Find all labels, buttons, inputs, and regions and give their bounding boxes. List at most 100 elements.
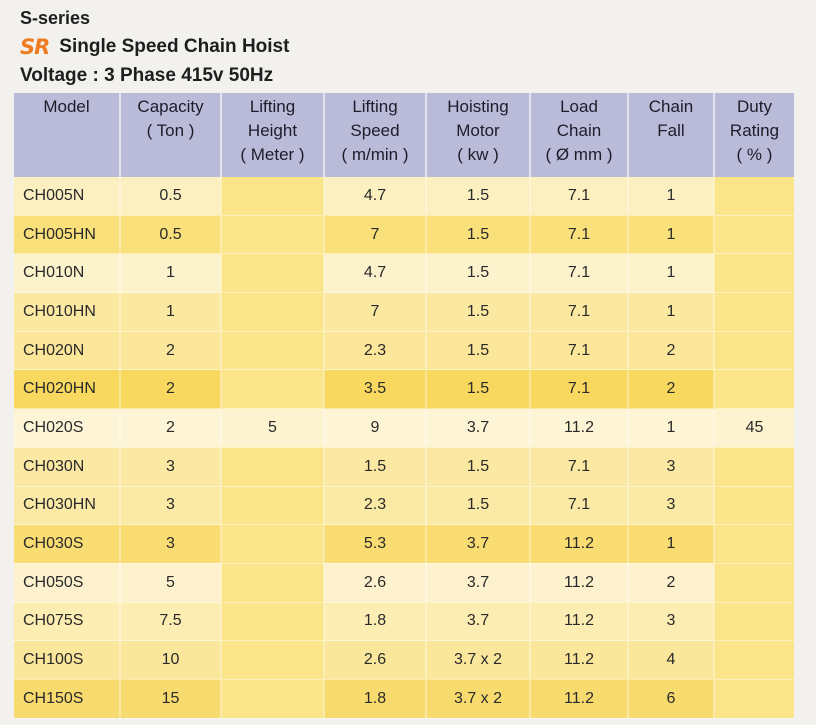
cell-duty-rating <box>714 602 794 642</box>
cell-model: CH010HN <box>14 292 121 332</box>
cell-model: CH030HN <box>14 486 121 526</box>
table-row: CH010N 1 4.7 1.5 7.1 1 <box>14 253 794 294</box>
cell-model: CH020S <box>14 408 121 448</box>
cell-lifting-height: 5 <box>221 408 325 448</box>
cell-hoisting-motor: 1.5 <box>426 369 531 410</box>
table-row: CH020S 2 5 9 3.7 11.2 1 45 <box>14 408 794 448</box>
cell-chain-fall: 1 <box>628 524 715 564</box>
cell-lifting-speed: 1.8 <box>324 602 427 642</box>
cell-lifting-height <box>221 292 325 332</box>
cell-load-chain: 11.2 <box>530 408 629 448</box>
cell-lifting-speed: 2.6 <box>324 563 427 603</box>
cell-duty-rating <box>714 563 794 603</box>
cell-chain-fall: 4 <box>628 640 715 680</box>
cell-hoisting-motor: 1.5 <box>426 253 531 294</box>
cell-duty-rating <box>714 524 794 564</box>
cell-model: CH075S <box>14 602 121 642</box>
col-header-chain-fall: Chain Fall <box>628 93 715 177</box>
table-body: CH005N 0.5 4.7 1.5 7.1 1 CH005HN 0.5 7 1.5 7.1 1 CH0… <box>14 177 794 719</box>
table-row: CH050S 5 2.6 3.7 11.2 2 <box>14 563 794 603</box>
cell-model: CH050S <box>14 563 121 603</box>
cell-chain-fall: 1 <box>628 408 715 448</box>
cell-duty-rating <box>714 177 794 216</box>
cell-model: CH100S <box>14 640 121 680</box>
cell-load-chain: 11.2 <box>530 640 629 680</box>
cell-load-chain: 11.2 <box>530 563 629 603</box>
cell-duty-rating <box>714 640 794 680</box>
cell-capacity: 2 <box>120 369 222 410</box>
cell-chain-fall: 2 <box>628 369 715 410</box>
cell-lifting-height <box>221 215 325 255</box>
cell-lifting-speed: 9 <box>324 408 427 448</box>
col-header-duty-rating: Duty Rating ( % ) <box>714 93 794 177</box>
cell-duty-rating <box>714 447 794 487</box>
cell-lifting-height <box>221 563 325 603</box>
table-row: CH005HN 0.5 7 1.5 7.1 1 <box>14 215 794 255</box>
cell-lifting-height <box>221 253 325 294</box>
cell-duty-rating <box>714 215 794 255</box>
cell-hoisting-motor: 3.7 <box>426 563 531 603</box>
table-row: CH020N 2 2.3 1.5 7.1 2 <box>14 331 794 371</box>
col-header-load-chain: Load Chain ( Ø mm ) <box>530 93 629 177</box>
cell-capacity: 10 <box>120 640 222 680</box>
cell-lifting-height <box>221 524 325 564</box>
cell-lifting-speed: 2.3 <box>324 486 427 526</box>
cell-duty-rating <box>714 331 794 371</box>
cell-load-chain: 7.1 <box>530 447 629 487</box>
cell-chain-fall: 2 <box>628 563 715 603</box>
cell-hoisting-motor: 1.5 <box>426 447 531 487</box>
cell-duty-rating <box>714 486 794 526</box>
cell-load-chain: 7.1 <box>530 177 629 216</box>
cell-model: CH030S <box>14 524 121 564</box>
cell-chain-fall: 6 <box>628 679 715 719</box>
cell-hoisting-motor: 3.7 <box>426 602 531 642</box>
cell-lifting-speed: 3.5 <box>324 369 427 410</box>
cell-capacity: 3 <box>120 524 222 564</box>
cell-hoisting-motor: 3.7 x 2 <box>426 640 531 680</box>
cell-load-chain: 7.1 <box>530 292 629 332</box>
cell-load-chain: 7.1 <box>530 253 629 294</box>
cell-capacity: 1 <box>120 253 222 294</box>
cell-lifting-height <box>221 486 325 526</box>
cell-lifting-speed: 2.3 <box>324 331 427 371</box>
cell-lifting-speed: 7 <box>324 292 427 332</box>
cell-hoisting-motor: 1.5 <box>426 215 531 255</box>
table-row: CH030S 3 5.3 3.7 11.2 1 <box>14 524 794 564</box>
cell-lifting-height <box>221 640 325 680</box>
col-header-lifting-height: Lifting Height ( Meter ) <box>221 93 325 177</box>
cell-lifting-height <box>221 177 325 216</box>
cell-lifting-speed: 4.7 <box>324 253 427 294</box>
cell-chain-fall: 1 <box>628 253 715 294</box>
product-title: Single Speed Chain Hoist <box>59 36 290 57</box>
cell-model: CH020N <box>14 331 121 371</box>
cell-capacity: 5 <box>120 563 222 603</box>
cell-lifting-speed: 4.7 <box>324 177 427 216</box>
cell-capacity: 7.5 <box>120 602 222 642</box>
col-header-model: Model <box>14 93 121 177</box>
cell-chain-fall: 3 <box>628 447 715 487</box>
cell-lifting-height <box>221 679 325 719</box>
product-title-row: SR Single Speed Chain Hoist <box>20 35 289 59</box>
cell-chain-fall: 3 <box>628 602 715 642</box>
table-row: CH150S 15 1.8 3.7 x 2 11.2 6 <box>14 679 794 719</box>
cell-lifting-speed: 5.3 <box>324 524 427 564</box>
cell-duty-rating <box>714 679 794 719</box>
col-header-lifting-speed: Lifting Speed ( m/min ) <box>324 93 427 177</box>
cell-model: CH150S <box>14 679 121 719</box>
table-row: CH020HN 2 3.5 1.5 7.1 2 <box>14 369 794 410</box>
spec-table: Model Capacity ( Ton ) Lifting Height ( … <box>14 93 794 719</box>
sr-logo: SR <box>20 35 50 59</box>
cell-chain-fall: 2 <box>628 331 715 371</box>
cell-hoisting-motor: 1.5 <box>426 331 531 371</box>
cell-chain-fall: 1 <box>628 215 715 255</box>
cell-capacity: 0.5 <box>120 177 222 216</box>
table-row: CH075S 7.5 1.8 3.7 11.2 3 <box>14 602 794 642</box>
table-row: CH030HN 3 2.3 1.5 7.1 3 <box>14 486 794 526</box>
cell-duty-rating: 45 <box>714 408 794 448</box>
cell-load-chain: 7.1 <box>530 331 629 371</box>
cell-load-chain: 11.2 <box>530 602 629 642</box>
cell-capacity: 2 <box>120 408 222 448</box>
cell-capacity: 1 <box>120 292 222 332</box>
table-row: CH005N 0.5 4.7 1.5 7.1 1 <box>14 177 794 216</box>
table-row: CH030N 3 1.5 1.5 7.1 3 <box>14 447 794 487</box>
